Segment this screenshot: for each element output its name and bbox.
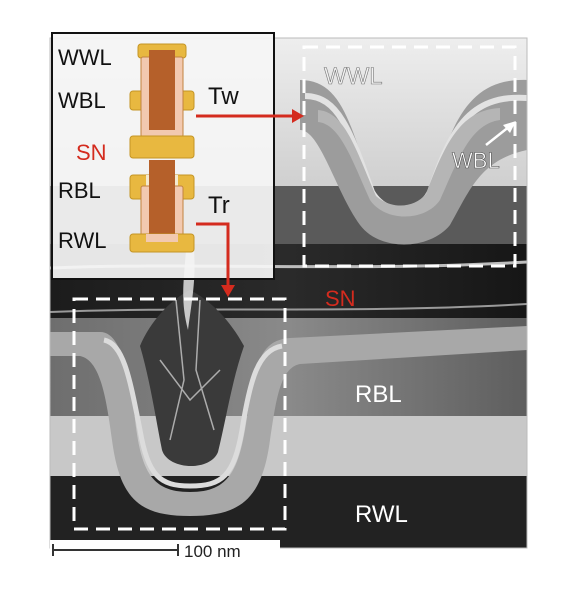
write-transistor-schematic — [129, 43, 195, 159]
inset-wbl-label: WBL — [58, 88, 106, 113]
write-transistor-arrow — [196, 109, 304, 123]
scale-bar: 100 nm — [50, 540, 280, 564]
inset-rwl-label: RWL — [58, 228, 107, 253]
inset-tw-label: Tw — [208, 83, 239, 110]
tem-image — [50, 38, 527, 548]
scale-bar-label: 100 nm — [184, 542, 241, 561]
inset-rbl-label: RBL — [58, 178, 101, 203]
read-channel-core — [149, 160, 175, 238]
tem-rbl-label: RBL — [355, 381, 402, 408]
read-trench-inner — [103, 337, 283, 489]
write-trench-core — [318, 108, 500, 217]
wbl-pointer-arrowhead — [503, 121, 516, 133]
scale-bar-line — [52, 544, 179, 556]
tem-sn-label: SN — [325, 286, 356, 311]
inset-sn-label: SN — [76, 140, 107, 165]
inset-tr-label: Tr — [208, 192, 230, 219]
tem-wbl-label: WBL — [452, 148, 500, 173]
rwl-electrode-notch — [146, 234, 178, 242]
tem-rwl-label: RWL — [355, 501, 408, 528]
write-transistor-box — [302, 45, 517, 268]
read-transistor-schematic — [129, 160, 195, 253]
rwl-dark-band — [50, 476, 527, 548]
read-trench-fill — [140, 290, 244, 467]
tem-border — [49, 37, 528, 549]
write-channel-core — [149, 50, 175, 130]
schematic-inset: WWL WBL SN RBL RWL Tw Tr — [51, 32, 275, 280]
tem-wwl-label: WWL — [324, 63, 383, 90]
sn-lower-line — [50, 303, 527, 313]
read-transistor-arrow — [196, 222, 235, 297]
inset-wwl-label: WWL — [58, 45, 112, 70]
scale-bar-backdrop — [50, 540, 280, 564]
sn-electrode — [129, 135, 195, 159]
wbl-pointer-arrow — [485, 125, 511, 146]
read-arrow-head — [221, 285, 235, 297]
write-arrow-head — [292, 109, 304, 123]
read-trench-grain — [159, 299, 221, 441]
read-trench-outer — [50, 326, 527, 516]
read-arrow-line — [196, 222, 230, 286]
